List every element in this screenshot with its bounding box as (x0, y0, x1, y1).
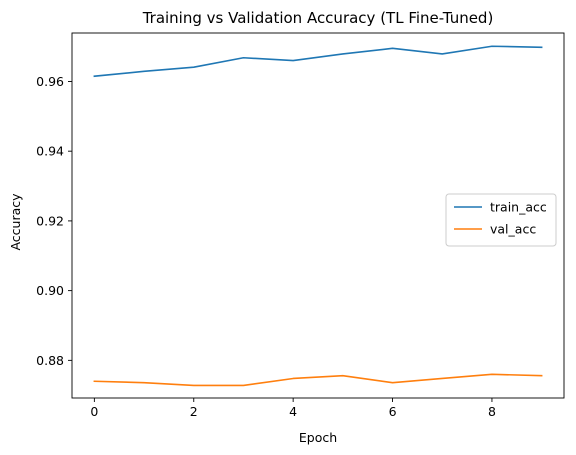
x-tick-label: 6 (389, 404, 397, 419)
axis-ticks: 0 2 4 6 8 0.88 0.90 0.92 0.94 0.96 (36, 74, 496, 419)
legend-label-val_acc: val_acc (490, 222, 536, 237)
y-tick-label: 0.88 (36, 353, 64, 368)
x-tick-label: 4 (289, 404, 297, 419)
y-tick-label: 0.96 (36, 74, 64, 89)
series-line-train_acc (93, 45, 543, 78)
legend: train_acc val_acc (445, 193, 557, 247)
series-line-val_acc (93, 373, 543, 387)
plot-area (71, 32, 565, 399)
y-tick-label: 0.90 (36, 283, 64, 298)
legend-label-train_acc: train_acc (490, 200, 547, 215)
y-axis-label: Accuracy (8, 193, 23, 251)
y-tick-label: 0.92 (36, 213, 64, 228)
x-tick-label: 0 (90, 404, 98, 419)
y-tick-label: 0.94 (36, 144, 64, 159)
x-axis-label: Epoch (299, 430, 337, 445)
plot-frame (71, 32, 565, 399)
chart-title: Training vs Validation Accuracy (TL Fine… (142, 9, 494, 27)
x-tick-label: 2 (190, 404, 198, 419)
x-tick-label: 8 (488, 404, 496, 419)
